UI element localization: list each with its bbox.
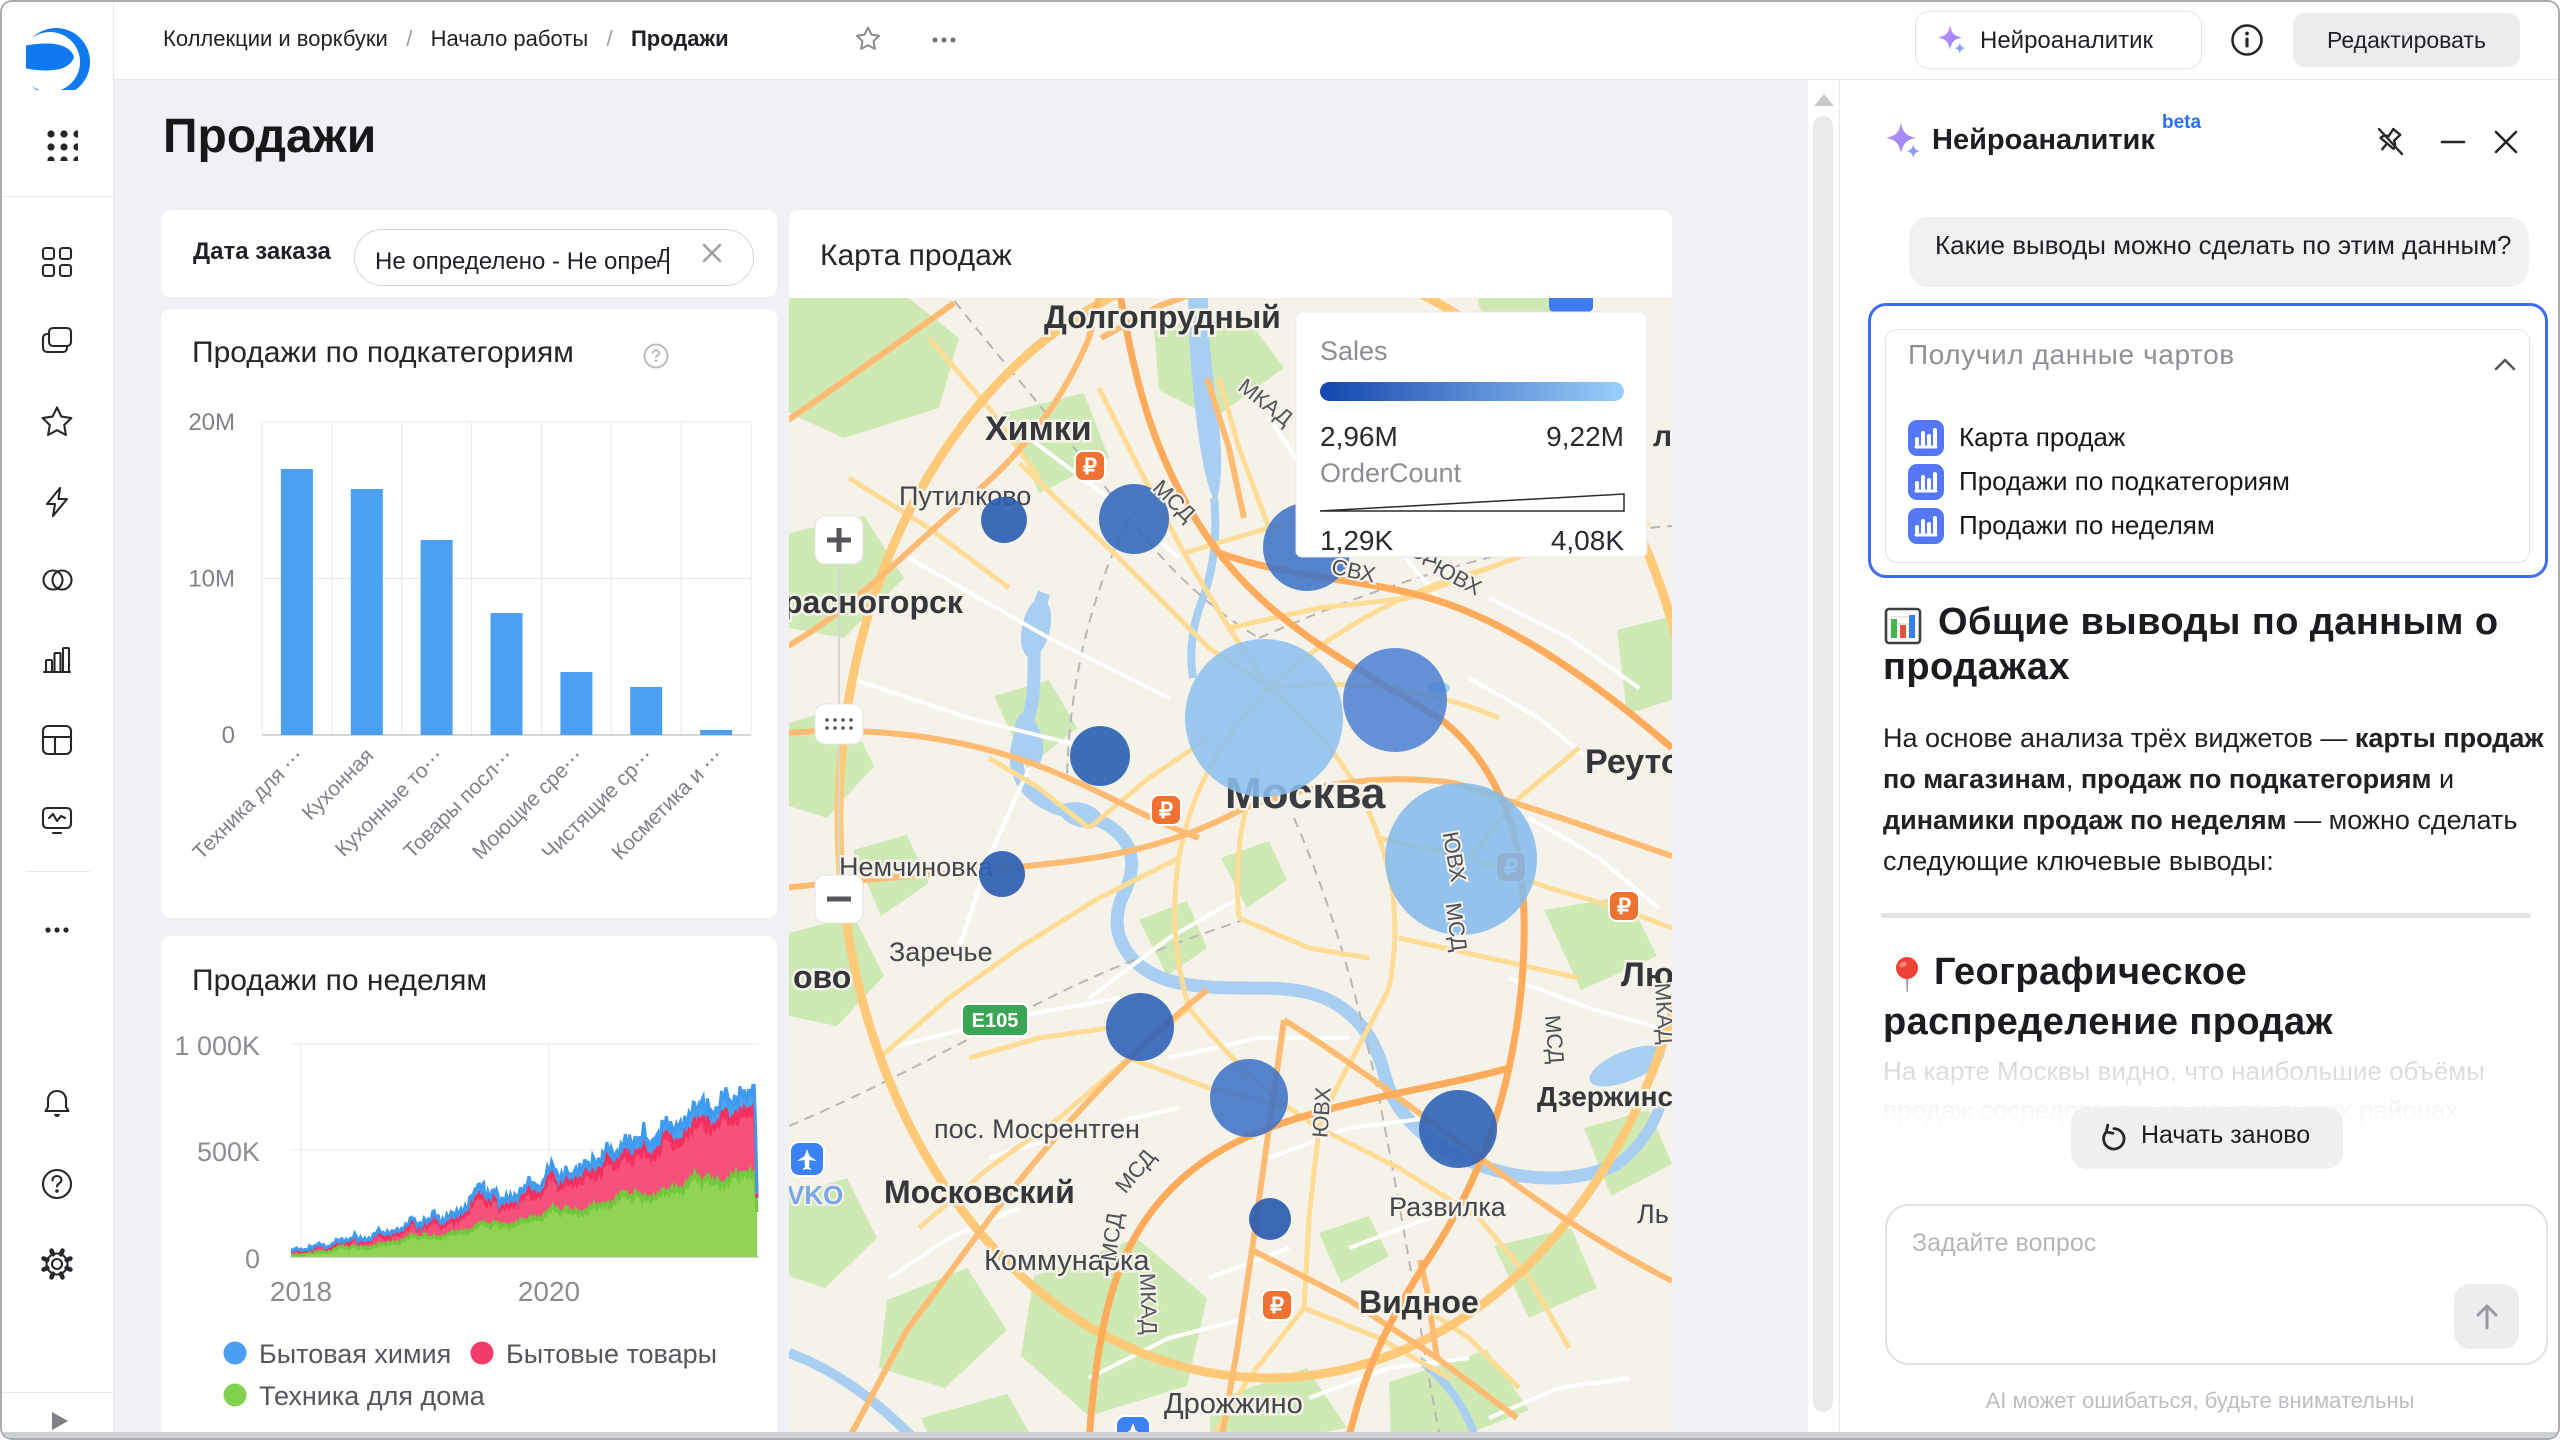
svg-text:расногорск: расногорск	[789, 584, 964, 620]
svg-text:2020: 2020	[518, 1276, 580, 1307]
svg-text:Ль: Ль	[1637, 1199, 1669, 1229]
svg-text:Химки: Химки	[985, 410, 1092, 448]
svg-text:₽: ₽	[1270, 1293, 1284, 1318]
svg-text:₽: ₽	[1083, 454, 1097, 479]
svg-text:10M: 10M	[188, 566, 235, 593]
svg-text:л: л	[1653, 420, 1672, 453]
svg-text:Реутов: Реутов	[1585, 743, 1672, 781]
svg-text:4,08K: 4,08K	[1551, 525, 1624, 556]
svg-text:Немчиновка: Немчиновка	[839, 852, 994, 882]
svg-text:МСД: МСД	[1540, 1014, 1569, 1065]
svg-text:₽: ₽	[1159, 798, 1173, 823]
svg-text:ово: ово	[793, 959, 851, 995]
svg-text:Sales: Sales	[1320, 336, 1388, 366]
svg-text:Московский: Московский	[884, 1174, 1075, 1210]
svg-text:VKO: VKO	[789, 1180, 843, 1210]
svg-text:1 000K: 1 000K	[174, 1031, 260, 1061]
svg-text:1,29K: 1,29K	[1320, 525, 1393, 556]
svg-text:500K: 500K	[197, 1137, 260, 1167]
svg-text:Развилка: Развилка	[1389, 1192, 1507, 1222]
svg-text:OrderCount: OrderCount	[1320, 458, 1462, 488]
svg-text:Техника для дома: Техника для дома	[259, 1381, 486, 1411]
svg-text:ЮВХ: ЮВХ	[1307, 1086, 1335, 1139]
svg-text:Коммунарка: Коммунарка	[984, 1245, 1150, 1277]
svg-text:9,22М: 9,22М	[1546, 421, 1624, 452]
svg-text:0: 0	[222, 722, 235, 749]
svg-text:Долгопрудный: Долгопрудный	[1044, 299, 1281, 335]
svg-text:Дзержинский: Дзержинский	[1537, 1081, 1672, 1112]
svg-text:Заречье: Заречье	[889, 937, 993, 967]
svg-text:Дрожжино: Дрожжино	[1164, 1388, 1303, 1420]
svg-text:Бытовые товары: Бытовые товары	[506, 1339, 717, 1369]
svg-text:₽: ₽	[1617, 894, 1631, 919]
svg-text:20M: 20M	[188, 409, 235, 436]
svg-text:2018: 2018	[270, 1276, 332, 1307]
svg-text:Люберцы: Люберцы	[1621, 956, 1672, 994]
svg-text:2,96М: 2,96М	[1320, 421, 1398, 452]
svg-text:Техника для ⋯: Техника для ⋯	[189, 744, 309, 864]
svg-text:МКАД: МКАД	[1135, 1273, 1162, 1335]
svg-text:пос. Мосрентген: пос. Мосрентген	[934, 1114, 1140, 1144]
svg-text:Бытовая химия: Бытовая химия	[259, 1339, 451, 1369]
svg-text:E105: E105	[972, 1010, 1019, 1032]
svg-text:Видное: Видное	[1359, 1284, 1479, 1320]
svg-text:0: 0	[245, 1244, 260, 1274]
